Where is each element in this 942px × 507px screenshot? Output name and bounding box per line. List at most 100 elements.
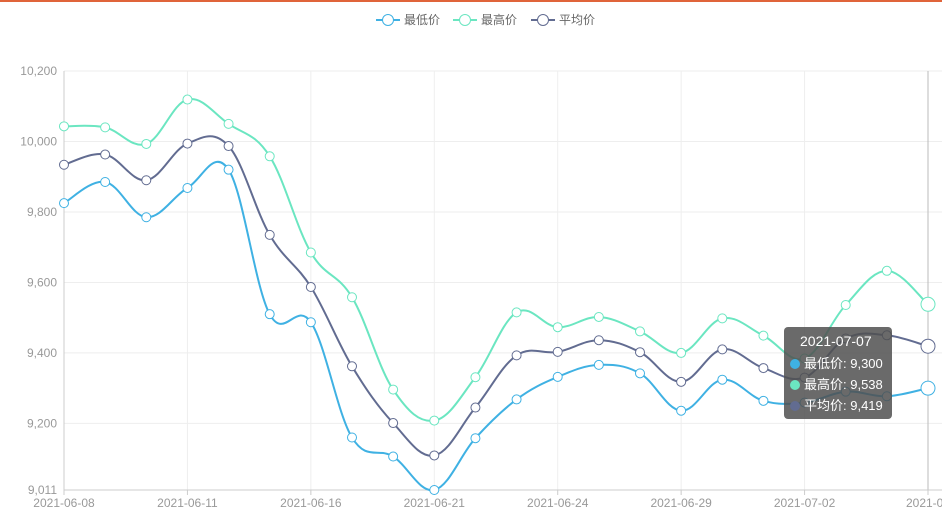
data-point-low[interactable] xyxy=(59,198,69,209)
data-point-avg[interactable] xyxy=(347,361,357,372)
series-line-low[interactable] xyxy=(63,160,929,492)
data-point-high[interactable] xyxy=(264,151,275,162)
data-point-low[interactable] xyxy=(717,374,728,385)
data-point-low[interactable] xyxy=(388,451,399,462)
chart-tooltip: 2021-07-07 最低价: 9,300 最高价: 9,538 平均价: 9,… xyxy=(784,327,892,419)
data-point-avg[interactable] xyxy=(264,229,275,240)
data-point-low[interactable] xyxy=(470,433,481,444)
axes: 9,011 9,200 9,400 9,600 9,800 10,000 10,200 202… xyxy=(20,64,942,507)
legend-marker-icon xyxy=(382,14,394,26)
legend-item-low[interactable]: 最低价 xyxy=(376,13,440,27)
data-point-avg[interactable] xyxy=(717,344,728,355)
data-point-high[interactable] xyxy=(676,347,687,358)
data-point-low[interactable] xyxy=(100,177,111,188)
data-point-high[interactable] xyxy=(388,384,399,395)
data-point-avg[interactable] xyxy=(223,141,234,152)
tooltip-avg-value: 平均价: 9,419 xyxy=(804,398,883,413)
data-point-high[interactable] xyxy=(758,330,769,341)
data-point-avg[interactable] xyxy=(429,450,440,461)
data-point-high[interactable] xyxy=(141,138,152,149)
x-tick-label: 2021-07 xyxy=(906,496,942,507)
y-tick-label: 9,800 xyxy=(27,205,57,219)
legend[interactable]: 最低价 最高价 平均价 xyxy=(376,12,595,27)
data-point-avg[interactable] xyxy=(593,335,604,346)
y-tick-label: 10,200 xyxy=(20,64,57,78)
data-point-high[interactable] xyxy=(881,265,892,276)
data-point-high[interactable] xyxy=(59,121,69,132)
tooltip-row-high: 最高价: 9,538 xyxy=(790,374,892,395)
data-point-low[interactable] xyxy=(511,394,522,405)
data-point-low[interactable] xyxy=(635,368,645,379)
data-point-high[interactable] xyxy=(920,296,936,312)
data-point-high[interactable] xyxy=(182,94,193,105)
x-tick-label: 2021-06-16 xyxy=(280,496,342,507)
data-point-low[interactable] xyxy=(305,317,316,328)
y-tick-label: 9,400 xyxy=(27,346,57,360)
tooltip-row-avg: 平均价: 9,419 xyxy=(790,395,892,416)
data-point-low[interactable] xyxy=(429,485,440,495)
data-point-high[interactable] xyxy=(305,247,316,258)
tooltip-high-value: 最高价: 9,538 xyxy=(804,377,883,392)
x-tick-label: 2021-07-02 xyxy=(774,496,836,507)
x-tick-label: 2021-06-24 xyxy=(527,496,589,507)
x-tick-label: 2021-06-11 xyxy=(157,496,218,507)
data-point-avg[interactable] xyxy=(59,159,69,170)
data-point-avg[interactable] xyxy=(758,363,769,374)
legend-label: 最低价 xyxy=(404,13,440,27)
x-tick-label: 2021-06-29 xyxy=(650,496,712,507)
grid xyxy=(63,70,942,491)
data-point-avg[interactable] xyxy=(676,376,687,387)
data-point-avg[interactable] xyxy=(182,138,193,149)
legend-label: 最高价 xyxy=(481,12,517,27)
legend-marker-icon xyxy=(537,14,549,26)
data-point-avg[interactable] xyxy=(470,402,481,413)
legend-label: 平均价 xyxy=(559,13,595,27)
x-tick-label: 2021-06-08 xyxy=(33,496,95,507)
data-point-avg[interactable] xyxy=(100,149,111,160)
data-point-avg[interactable] xyxy=(552,346,563,357)
y-tick-label: 10,000 xyxy=(20,134,57,148)
legend-item-avg[interactable]: 平均价 xyxy=(531,13,595,27)
data-point-high[interactable] xyxy=(470,372,481,383)
data-point-low[interactable] xyxy=(347,432,357,443)
high-series-dot xyxy=(790,380,800,390)
data-point-avg[interactable] xyxy=(388,418,399,429)
data-point-low[interactable] xyxy=(264,309,275,320)
data-point-avg[interactable] xyxy=(511,350,522,361)
data-point-low[interactable] xyxy=(593,359,604,370)
data-point-high[interactable] xyxy=(511,307,522,318)
data-point-avg[interactable] xyxy=(305,282,316,293)
avg-series-dot xyxy=(790,401,800,411)
series-area[interactable] xyxy=(59,94,936,495)
top-accent-line xyxy=(0,0,942,2)
data-point-low[interactable] xyxy=(676,405,687,416)
data-point-high[interactable] xyxy=(840,299,851,310)
low-series-dot xyxy=(790,359,800,369)
data-point-avg[interactable] xyxy=(635,347,645,358)
x-tick-label: 2021-06-21 xyxy=(404,496,466,507)
data-point-low[interactable] xyxy=(223,164,234,175)
data-point-high[interactable] xyxy=(552,322,563,333)
data-point-high[interactable] xyxy=(223,118,234,129)
data-point-low[interactable] xyxy=(141,212,152,223)
tooltip-title: 2021-07-07 xyxy=(800,333,872,349)
data-point-high[interactable] xyxy=(635,326,645,337)
y-tick-label: 9,011 xyxy=(28,483,57,497)
tooltip-low-value: 最低价: 9,300 xyxy=(804,356,883,371)
data-point-avg[interactable] xyxy=(141,175,152,186)
y-tick-label: 9,200 xyxy=(27,416,57,430)
data-point-high[interactable] xyxy=(100,122,111,133)
data-point-low[interactable] xyxy=(920,380,936,396)
data-point-low[interactable] xyxy=(758,395,769,406)
data-point-high[interactable] xyxy=(717,313,728,324)
data-point-avg[interactable] xyxy=(920,338,936,354)
data-point-low[interactable] xyxy=(182,182,193,193)
data-point-high[interactable] xyxy=(429,415,440,426)
data-point-high[interactable] xyxy=(593,311,604,322)
legend-item-high[interactable]: 最高价 xyxy=(453,12,517,27)
series-line-avg[interactable] xyxy=(63,135,929,457)
y-tick-label: 9,600 xyxy=(27,275,57,289)
data-point-low[interactable] xyxy=(552,371,563,382)
data-point-high[interactable] xyxy=(347,292,357,303)
